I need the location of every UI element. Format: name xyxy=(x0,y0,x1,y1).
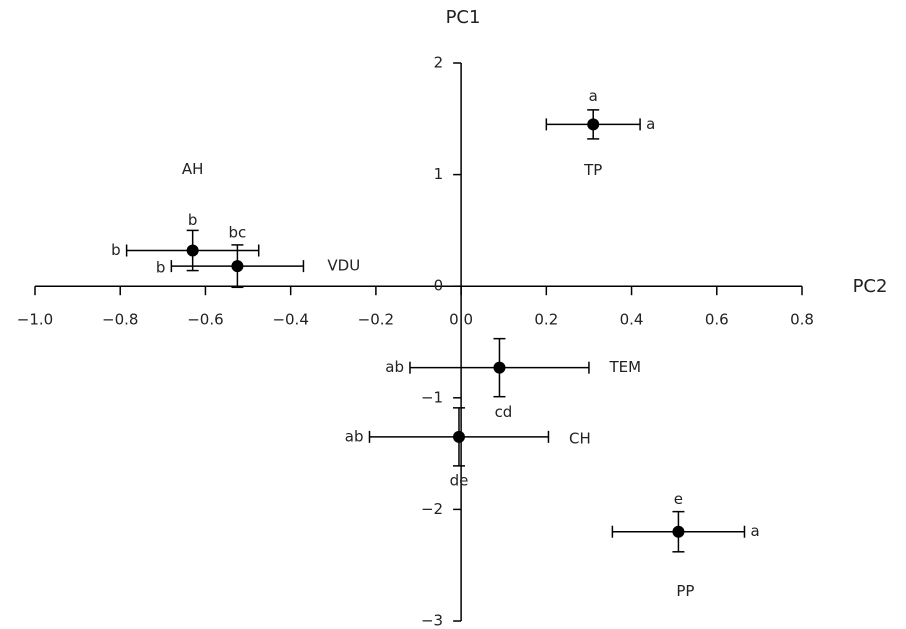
point xyxy=(493,361,506,374)
y-letter: e xyxy=(674,490,683,508)
point xyxy=(587,118,600,131)
y-letter: b xyxy=(188,211,198,229)
y-tick-label: 1 xyxy=(434,165,444,183)
point xyxy=(186,244,199,257)
x-tick-label: 0.0 xyxy=(449,311,473,329)
point-name: PP xyxy=(676,582,694,600)
point-name: AH xyxy=(182,160,204,178)
x-tick-label: 0.4 xyxy=(620,311,644,329)
x-letter: ab xyxy=(385,358,404,376)
point-name: VDU xyxy=(327,257,360,275)
x-tick-label: −0.6 xyxy=(187,311,223,329)
point-name: CH xyxy=(569,429,591,447)
y-letter: a xyxy=(589,87,598,105)
x-tick-label: −0.8 xyxy=(102,311,138,329)
x-tick-label: 0.8 xyxy=(790,311,814,329)
point-name: TP xyxy=(583,161,602,179)
y-letter: bc xyxy=(229,224,247,242)
y-letter: de xyxy=(450,471,469,489)
y-tick-label: −2 xyxy=(421,500,443,518)
x-tick-label: −0.4 xyxy=(272,311,308,329)
x-letter: ab xyxy=(345,427,364,445)
y-axis-label: PC1 xyxy=(446,7,481,28)
y-tick-label: 0 xyxy=(434,277,444,295)
x-letter: a xyxy=(750,522,759,540)
point xyxy=(672,525,685,538)
x-tick-label: −1.0 xyxy=(17,311,53,329)
y-letter: cd xyxy=(495,403,513,421)
x-letter: b xyxy=(111,241,121,259)
x-tick-label: −0.2 xyxy=(358,311,394,329)
x-letter: b xyxy=(156,259,166,277)
x-axis-label: PC2 xyxy=(853,276,888,297)
point xyxy=(231,260,244,273)
point-name: TEM xyxy=(608,358,641,376)
x-tick-label: 0.6 xyxy=(705,311,729,329)
x-letter: a xyxy=(646,115,655,133)
y-tick-label: −1 xyxy=(421,388,443,406)
y-tick-label: −3 xyxy=(421,612,443,629)
y-tick-label: 2 xyxy=(434,54,444,72)
x-tick-label: 0.2 xyxy=(534,311,558,329)
point xyxy=(452,430,465,443)
